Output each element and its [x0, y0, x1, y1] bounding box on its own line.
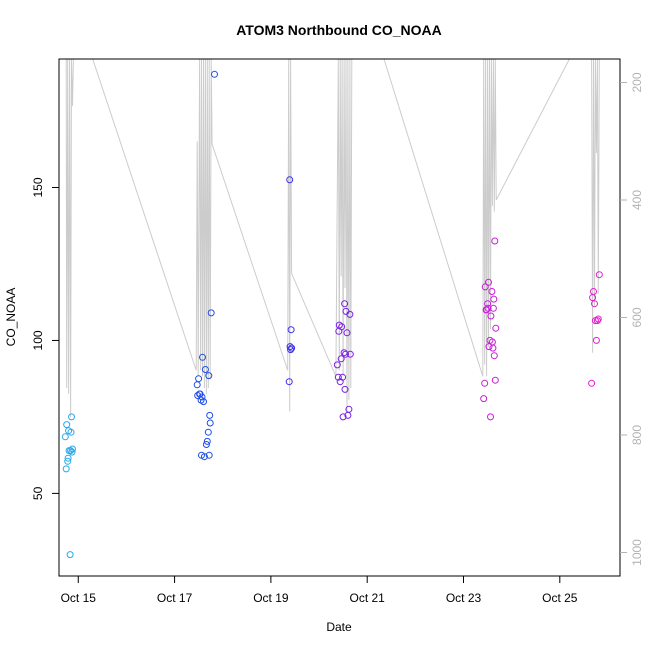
data-point [491, 237, 499, 245]
x-tick-label: Oct 15 [61, 591, 97, 605]
data-point [286, 176, 294, 184]
right-tick-label: 400 [630, 190, 644, 210]
y-tick-label: 100 [31, 330, 45, 350]
data-point [594, 315, 602, 323]
axes: Oct 15 Oct 17 Oct 19 Oct 21 Oct 23 Oct 25 50 10… [31, 72, 644, 605]
right-tick-label: 200 [630, 72, 644, 92]
data-point [62, 465, 70, 473]
data-point [592, 336, 600, 344]
data-point [64, 457, 72, 465]
chart-title: ATOM3 Northbound CO_NOAA [236, 22, 442, 38]
data-point [67, 428, 75, 436]
data-point [202, 441, 210, 448]
x-axis-label: Date [326, 620, 352, 634]
data-point [334, 373, 342, 381]
data-point [205, 451, 213, 459]
data-point [203, 437, 211, 445]
data-point [206, 419, 214, 427]
series-2 [285, 176, 296, 386]
data-point [341, 385, 349, 393]
x-tick-label: Oct 17 [157, 591, 193, 605]
data-point [490, 295, 498, 303]
data-point [287, 346, 295, 354]
data-point [67, 447, 75, 455]
data-point [205, 372, 213, 380]
data-point [68, 448, 76, 456]
data-point [69, 445, 76, 453]
x-tick-label: Oct 19 [253, 591, 289, 605]
data-point [200, 453, 208, 461]
right-tick-label: 600 [630, 307, 644, 327]
data-point [489, 304, 497, 312]
data-point [591, 300, 598, 308]
data-point [68, 413, 75, 421]
data-point [64, 454, 72, 462]
x-tick-label: Oct 23 [446, 591, 482, 605]
data-point [595, 271, 603, 279]
data-point [338, 323, 346, 331]
data-point [346, 310, 354, 318]
data-point [487, 312, 495, 320]
data-point [481, 283, 489, 291]
data-point [342, 350, 349, 358]
data-point [481, 379, 489, 387]
data-point [480, 395, 488, 403]
data-point [195, 375, 203, 383]
data-point [339, 373, 347, 381]
data-point [204, 428, 212, 436]
y-tick-label: 50 [31, 486, 45, 500]
pressure-trace-line [65, 58, 600, 418]
data-points-layer [61, 70, 603, 559]
data-point [487, 413, 494, 421]
data-point [485, 278, 492, 286]
data-point [63, 421, 71, 429]
data-point [287, 326, 295, 334]
data-point [488, 288, 496, 295]
series-0 [61, 413, 76, 559]
data-point [61, 433, 69, 441]
right-tick-label: 800 [630, 425, 644, 445]
data-point [193, 381, 201, 389]
data-point [337, 355, 345, 363]
data-point [491, 376, 499, 384]
data-point [588, 379, 596, 387]
series-4 [480, 237, 500, 421]
data-point [490, 352, 498, 360]
data-point [333, 361, 341, 369]
data-point [339, 413, 347, 421]
y-axis-label: CO_NOAA [4, 288, 18, 347]
data-point [288, 344, 296, 352]
data-point [341, 300, 349, 308]
data-point [200, 398, 207, 406]
data-point [590, 288, 597, 295]
pressure-trace-layer [65, 58, 600, 418]
data-point [345, 405, 353, 413]
data-point [346, 350, 354, 358]
data-point [492, 324, 500, 332]
data-point [489, 344, 497, 352]
data-point [201, 366, 209, 373]
data-point [484, 304, 492, 312]
data-point [484, 300, 492, 308]
data-point [286, 343, 294, 351]
right-tick-label: 1000 [630, 539, 644, 566]
data-point [207, 309, 215, 317]
y-tick-label: 150 [31, 177, 45, 197]
data-point [340, 349, 348, 357]
x-tick-label: Oct 21 [350, 591, 386, 605]
series-5 [588, 271, 603, 387]
data-point [199, 353, 206, 361]
series-3 [333, 300, 354, 421]
data-point [285, 378, 293, 386]
x-tick-label: Oct 25 [542, 591, 578, 605]
data-point [198, 393, 206, 401]
data-point [343, 329, 351, 337]
data-point [211, 70, 218, 78]
data-point [66, 551, 74, 559]
series-1 [193, 70, 218, 461]
data-point [206, 411, 214, 419]
